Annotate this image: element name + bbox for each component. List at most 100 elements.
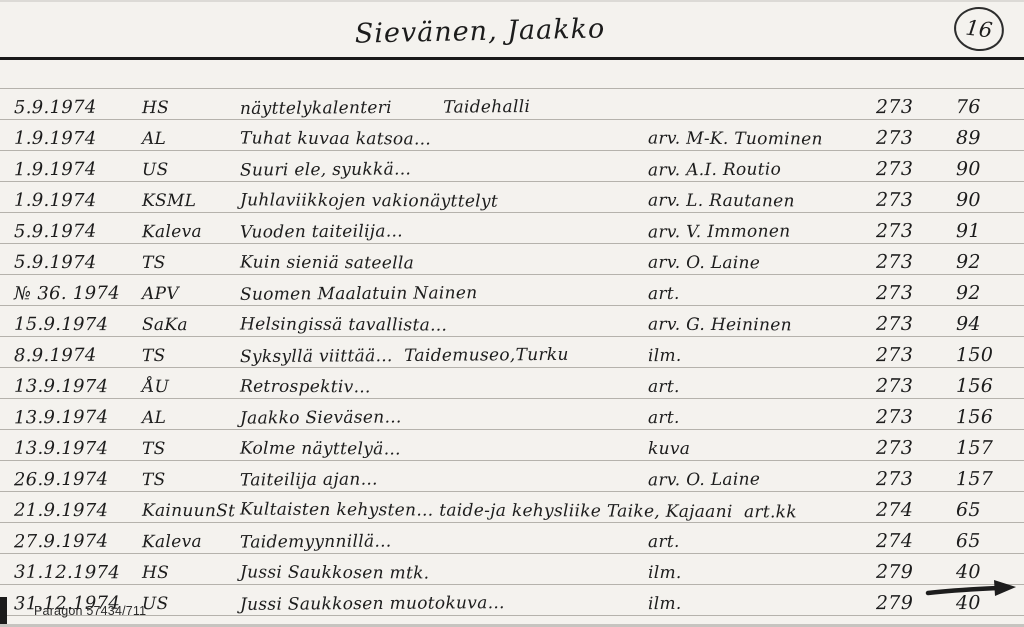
table-row: 8.9.1974 TS Syksyllä viittää… Taidemuseo…	[0, 337, 1024, 368]
cell-title: Tuhat kuvaa katsoa…	[239, 128, 432, 150]
cell-note: ilm.	[647, 562, 682, 584]
cell-publication: ÅU	[141, 376, 170, 398]
cell-num1: 273	[875, 467, 914, 491]
cell-num2: 76	[955, 95, 981, 119]
table-row: 31.12.1974 US Jussi Saukkosen muotokuva……	[0, 585, 1024, 616]
cell-note: art.	[647, 407, 680, 429]
cell-title: Suomen Maalatuin Nainen	[239, 283, 478, 305]
table-row: 1.9.1974 US Suuri ele, syukkä… arv. A.I.…	[0, 151, 1024, 182]
cell-title: näyttelykalenteri Taidehalli	[239, 96, 531, 120]
continuation-arrow-icon	[925, 580, 1016, 596]
card-rows: 5.9.1974 HS näyttelykalenteri Taidehalli…	[0, 88, 1024, 616]
cell-date: 26.9.1974	[13, 468, 109, 491]
cell-date: 13.9.1974	[13, 437, 109, 460]
cell-note: art.	[647, 531, 680, 553]
cell-note: arv. L. Rautanen	[647, 190, 795, 212]
cell-note: ilm.	[647, 345, 682, 367]
cell-publication: HS	[141, 562, 170, 584]
cell-title: Taidemyynnillä…	[239, 531, 392, 553]
cell-publication: AL	[141, 128, 167, 150]
cell-title: Kolme näyttelyä…	[239, 438, 401, 460]
cell-publication: US	[141, 159, 169, 181]
cell-title: Retrospektiv…	[239, 376, 371, 398]
cell-num2: 156	[955, 405, 994, 429]
cell-num2: 89	[955, 126, 981, 150]
cell-num1: 273	[875, 126, 914, 150]
cell-num2: 157	[955, 467, 994, 491]
scan-edge-bottom	[0, 624, 1024, 627]
cell-num1: 274	[875, 529, 914, 553]
cell-num2: 65	[955, 529, 981, 553]
cell-publication: KSML	[141, 190, 197, 212]
cell-note: kuva	[647, 438, 691, 460]
cell-num2: 90	[955, 188, 981, 212]
table-row: № 36. 1974 APV Suomen Maalatuin Nainen a…	[0, 275, 1024, 306]
cell-publication: TS	[141, 345, 166, 367]
cell-note: arv. G. Heininen	[647, 314, 792, 336]
cell-num2: 92	[955, 281, 981, 305]
cell-num2: 65	[955, 498, 981, 522]
cell-num2: 92	[955, 250, 981, 274]
card-title: Sievänen, Jaakko	[354, 13, 606, 50]
page-number: 16	[964, 15, 994, 43]
cell-note: arv. O. Laine	[647, 469, 761, 491]
cell-publication: AL	[141, 407, 167, 429]
cell-publication: HS	[141, 97, 170, 119]
table-row: 15.9.1974 SaKa Helsingissä tavallista… a…	[0, 306, 1024, 337]
cell-num1: 279	[875, 591, 914, 615]
cell-date: 21.9.1974	[13, 499, 109, 522]
cell-date: 31.12.1974	[13, 561, 121, 584]
cell-note: arv. M-K. Tuominen	[647, 128, 823, 150]
cell-publication: KainuunSt	[141, 500, 236, 522]
cell-num1: 273	[875, 250, 914, 274]
header-rule	[0, 57, 1024, 60]
table-row: 1.9.1974 AL Tuhat kuvaa katsoa… arv. M-K…	[0, 120, 1024, 151]
cell-title: Helsingissä tavallista…	[239, 314, 448, 336]
cell-date: 1.9.1974	[13, 189, 97, 212]
cell-title: Suuri ele, syukkä…	[239, 159, 412, 181]
cell-date: № 36. 1974	[13, 282, 120, 305]
table-row: 5.9.1974 HS näyttelykalenteri Taidehalli…	[0, 89, 1024, 120]
cell-num1: 273	[875, 157, 914, 181]
cell-publication: TS	[141, 469, 166, 491]
cell-num1: 273	[875, 95, 914, 119]
cell-date: 13.9.1974	[13, 406, 109, 429]
cell-num1: 279	[875, 560, 914, 584]
table-row: 1.9.1974 KSML Juhlaviikkojen vakionäytte…	[0, 182, 1024, 213]
footer-edge-mark	[0, 597, 7, 625]
cell-publication: TS	[141, 438, 166, 460]
cell-title: Jaakko Sieväsen…	[239, 407, 402, 429]
cell-num1: 273	[875, 374, 914, 398]
cell-num1: 273	[875, 343, 914, 367]
cell-title: Jussi Saukkosen muotokuva…	[239, 593, 505, 615]
paragon-imprint-label: Paragon 57434/711	[34, 604, 147, 618]
cell-title: Jussi Saukkosen mtk.	[239, 562, 430, 584]
cell-note: ilm.	[647, 593, 682, 615]
cell-date: 5.9.1974	[13, 251, 97, 274]
cell-date: 15.9.1974	[13, 313, 109, 336]
cell-title: Syksyllä viittää… Taidemuseo,Turku	[239, 344, 569, 368]
cell-title: Taiteilija ajan…	[239, 469, 378, 491]
cell-date: 1.9.1974	[13, 158, 97, 181]
table-row: 13.9.1974 AL Jaakko Sieväsen… art. 273 1…	[0, 399, 1024, 430]
table-row: 5.9.1974 TS Kuin sieniä sateella arv. O.…	[0, 244, 1024, 275]
cell-publication: TS	[141, 252, 166, 274]
cell-note: art.	[647, 283, 680, 305]
cell-title: Kuin sieniä sateella	[239, 252, 415, 274]
cell-publication: Kaleva	[141, 221, 202, 243]
table-row: 13.9.1974 TS Kolme näyttelyä… kuva 273 1…	[0, 430, 1024, 461]
cell-note: arv. A.I. Routio	[647, 159, 782, 181]
table-row: 5.9.1974 Kaleva Vuoden taiteilija… arv. …	[0, 213, 1024, 244]
cell-publication: APV	[141, 283, 179, 305]
cell-note: arv. V. Immonen	[647, 221, 791, 243]
cell-num1: 274	[875, 498, 914, 522]
page-number-circle: 16	[951, 4, 1007, 54]
cell-num1: 273	[875, 312, 914, 336]
cell-publication: SaKa	[141, 314, 188, 336]
cell-date: 13.9.1974	[13, 375, 109, 398]
cell-date: 5.9.1974	[13, 220, 97, 243]
cell-title: Juhlaviikkojen vakionäyttelyt	[239, 190, 499, 212]
cell-date: 5.9.1974	[13, 96, 97, 119]
cell-date: 8.9.1974	[13, 344, 97, 367]
